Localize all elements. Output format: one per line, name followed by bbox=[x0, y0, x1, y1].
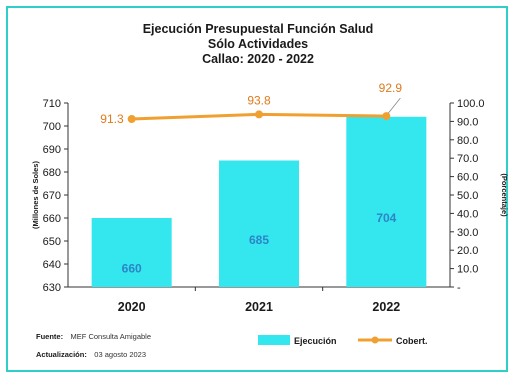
y2-tick-label: 20.0 bbox=[457, 245, 478, 257]
source-label: Fuente: bbox=[36, 332, 63, 341]
y2-tick-label: 50.0 bbox=[457, 190, 478, 202]
y2-tick-label: 90.0 bbox=[457, 116, 478, 128]
legend-label-cobert: Cobert. bbox=[396, 336, 428, 346]
legend-swatch-ejecucion bbox=[258, 335, 290, 345]
y2-tick-label: 80.0 bbox=[457, 135, 478, 147]
y2-tick-label: 40.0 bbox=[457, 208, 478, 220]
line-point-cobert bbox=[127, 115, 136, 124]
line-data-label: 92.9 bbox=[379, 81, 403, 95]
legend-swatch-cobert-marker bbox=[371, 336, 379, 344]
y-tick-label: 660 bbox=[43, 213, 61, 225]
y-tick-label: 650 bbox=[43, 236, 61, 248]
data-label-leader bbox=[388, 97, 401, 114]
update-text: 03 agosto 2023 bbox=[94, 350, 146, 359]
legend-label-ejecucion: Ejecución bbox=[294, 336, 337, 346]
chart-title-line-3: Callao: 2020 - 2022 bbox=[202, 52, 314, 66]
source-note: Fuente: MEF Consulta Amigable bbox=[36, 326, 151, 343]
y-tick-label: 690 bbox=[43, 144, 61, 156]
bar-ejecucion bbox=[91, 218, 172, 287]
chart-title-line-2: Sólo Actividades bbox=[208, 37, 308, 51]
y-tick-label: 710 bbox=[43, 98, 61, 110]
chart-title-line-1: Ejecución Presupuestal Función Salud bbox=[143, 22, 374, 36]
line-data-label: 91.3 bbox=[100, 112, 124, 126]
y2-tick-label: - bbox=[457, 282, 461, 294]
y2-tick-label: 30.0 bbox=[457, 227, 478, 239]
y-tick-label: 680 bbox=[43, 167, 61, 179]
bar-ejecucion bbox=[346, 116, 427, 287]
line-point-cobert bbox=[382, 112, 391, 121]
y-tick-label: 670 bbox=[43, 190, 61, 202]
x-tick-label: 2021 bbox=[245, 300, 273, 314]
update-label: Actualización: bbox=[36, 350, 87, 359]
y-tick-label: 640 bbox=[43, 259, 61, 271]
bar-data-label: 704 bbox=[376, 211, 396, 225]
bar-data-label: 685 bbox=[249, 233, 269, 247]
line-data-label: 93.8 bbox=[247, 93, 271, 107]
x-tick-label: 2020 bbox=[118, 300, 146, 314]
y-axis-title: (Millones de Soles) bbox=[31, 161, 40, 229]
bar-data-label: 660 bbox=[122, 262, 142, 276]
legend: Ejecución Cobert. bbox=[258, 335, 428, 346]
y2-tick-label: 60.0 bbox=[457, 172, 478, 184]
line-point-cobert bbox=[255, 110, 263, 119]
y2-tick-label: 10.0 bbox=[457, 264, 478, 276]
update-note: Actualización: 03 agosto 2023 bbox=[36, 344, 146, 361]
y2-tick-label: 100.0 bbox=[457, 98, 485, 110]
y-tick-label: 700 bbox=[43, 121, 61, 133]
bar-ejecucion bbox=[219, 160, 299, 287]
y2-axis-title: (Porcentaje) bbox=[500, 173, 509, 217]
y2-tick-label: 70.0 bbox=[457, 153, 478, 165]
y-tick-label: 630 bbox=[43, 282, 61, 294]
source-text: MEF Consulta Amigable bbox=[71, 332, 151, 341]
x-tick-label: 2022 bbox=[372, 300, 400, 314]
